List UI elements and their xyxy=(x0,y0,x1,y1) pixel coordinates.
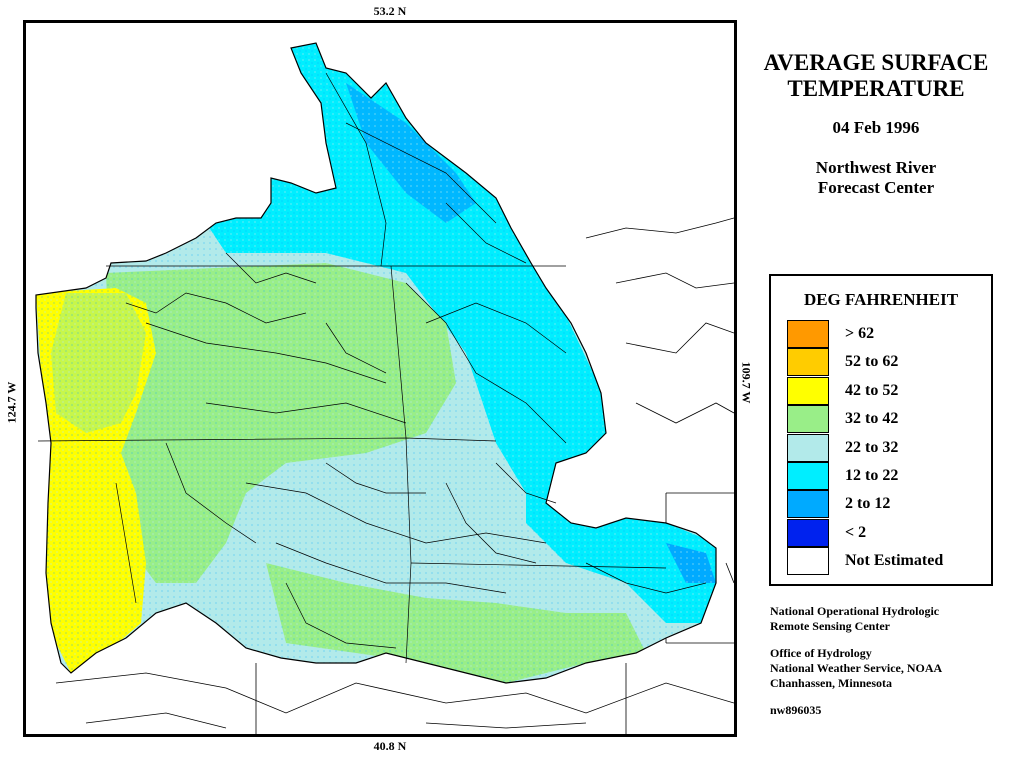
bottom-latitude-label: 40.8 N xyxy=(373,739,407,753)
legend-swatch xyxy=(787,348,829,377)
right-longitude-label: 109.7 W xyxy=(736,362,756,404)
legend-swatch xyxy=(787,518,829,547)
legend-label: 22 to 32 xyxy=(845,438,899,456)
credits-office: Office of Hydrology National Weather Ser… xyxy=(770,646,1010,691)
temperature-map xyxy=(35,42,734,734)
legend-item: 2 to 12 xyxy=(787,490,987,519)
top-latitude-label: 53.2 N xyxy=(373,4,407,18)
legend-item: < 2 xyxy=(787,518,987,547)
title-block: AVERAGE SURFACE TEMPERATURE 04 Feb 1996 … xyxy=(745,50,1007,198)
legend-swatch xyxy=(787,490,829,519)
map-title: AVERAGE SURFACE TEMPERATURE xyxy=(745,50,1007,102)
subbasin-boundaries xyxy=(37,72,707,664)
right-longitude-text: 109.7 W xyxy=(739,361,754,404)
credits: National Operational Hydrologic Remote S… xyxy=(770,604,1010,718)
legend-item: 22 to 32 xyxy=(787,433,987,462)
legend-label: 12 to 22 xyxy=(845,467,899,484)
title-line-1: AVERAGE SURFACE xyxy=(763,50,989,75)
forecast-center: Northwest River Forecast Center xyxy=(745,158,1007,198)
legend-swatch xyxy=(787,405,829,434)
legend-label: < 2 xyxy=(845,523,867,541)
left-longitude-label: 124.7 W xyxy=(2,382,22,424)
legend-swatch xyxy=(787,320,829,348)
temperature-zones xyxy=(36,43,716,683)
legend-item: 12 to 22 xyxy=(787,462,987,490)
office-line-1: Office of Hydrology xyxy=(770,646,872,660)
credits-organization: National Operational Hydrologic Remote S… xyxy=(770,604,1010,634)
title-line-2: TEMPERATURE xyxy=(787,76,965,101)
map-date: 04 Feb 1996 xyxy=(832,118,920,137)
office-line-3: Chanhassen, Minnesota xyxy=(770,676,893,690)
legend: DEG FAHRENHEIT > 62 52 to 62 42 to 52 32 to… xyxy=(769,274,993,586)
center-line-2: Forecast Center xyxy=(817,178,935,197)
legend-label: > 62 xyxy=(845,325,875,342)
org-line-2: Remote Sensing Center xyxy=(770,619,890,633)
left-longitude-text: 124.7 W xyxy=(4,381,19,424)
org-line-1: National Operational Hydrologic xyxy=(770,604,940,618)
legend-item: 52 to 62 xyxy=(787,348,987,377)
legend-label: 52 to 62 xyxy=(845,353,899,371)
legend-label: 2 to 12 xyxy=(845,495,891,513)
legend-title: DEG FAHRENHEIT xyxy=(803,290,959,309)
product-id: nw896035 xyxy=(770,703,822,717)
legend-swatch xyxy=(787,376,829,405)
center-line-1: Northwest River xyxy=(815,158,937,177)
legend-swatch xyxy=(787,462,829,490)
legend-label: 32 to 42 xyxy=(845,410,899,428)
legend-label: 42 to 52 xyxy=(845,381,899,399)
map-panel xyxy=(23,20,737,737)
legend-label: Not Estimated xyxy=(845,552,944,570)
office-line-2: National Weather Service, NOAA xyxy=(770,661,943,675)
legend-item: Not Estimated xyxy=(787,547,987,576)
legend-item: > 62 xyxy=(787,320,987,348)
legend-swatch xyxy=(787,433,829,462)
legend-item: 32 to 42 xyxy=(787,405,987,434)
legend-item: 42 to 52 xyxy=(787,376,987,405)
legend-swatch xyxy=(787,547,829,576)
